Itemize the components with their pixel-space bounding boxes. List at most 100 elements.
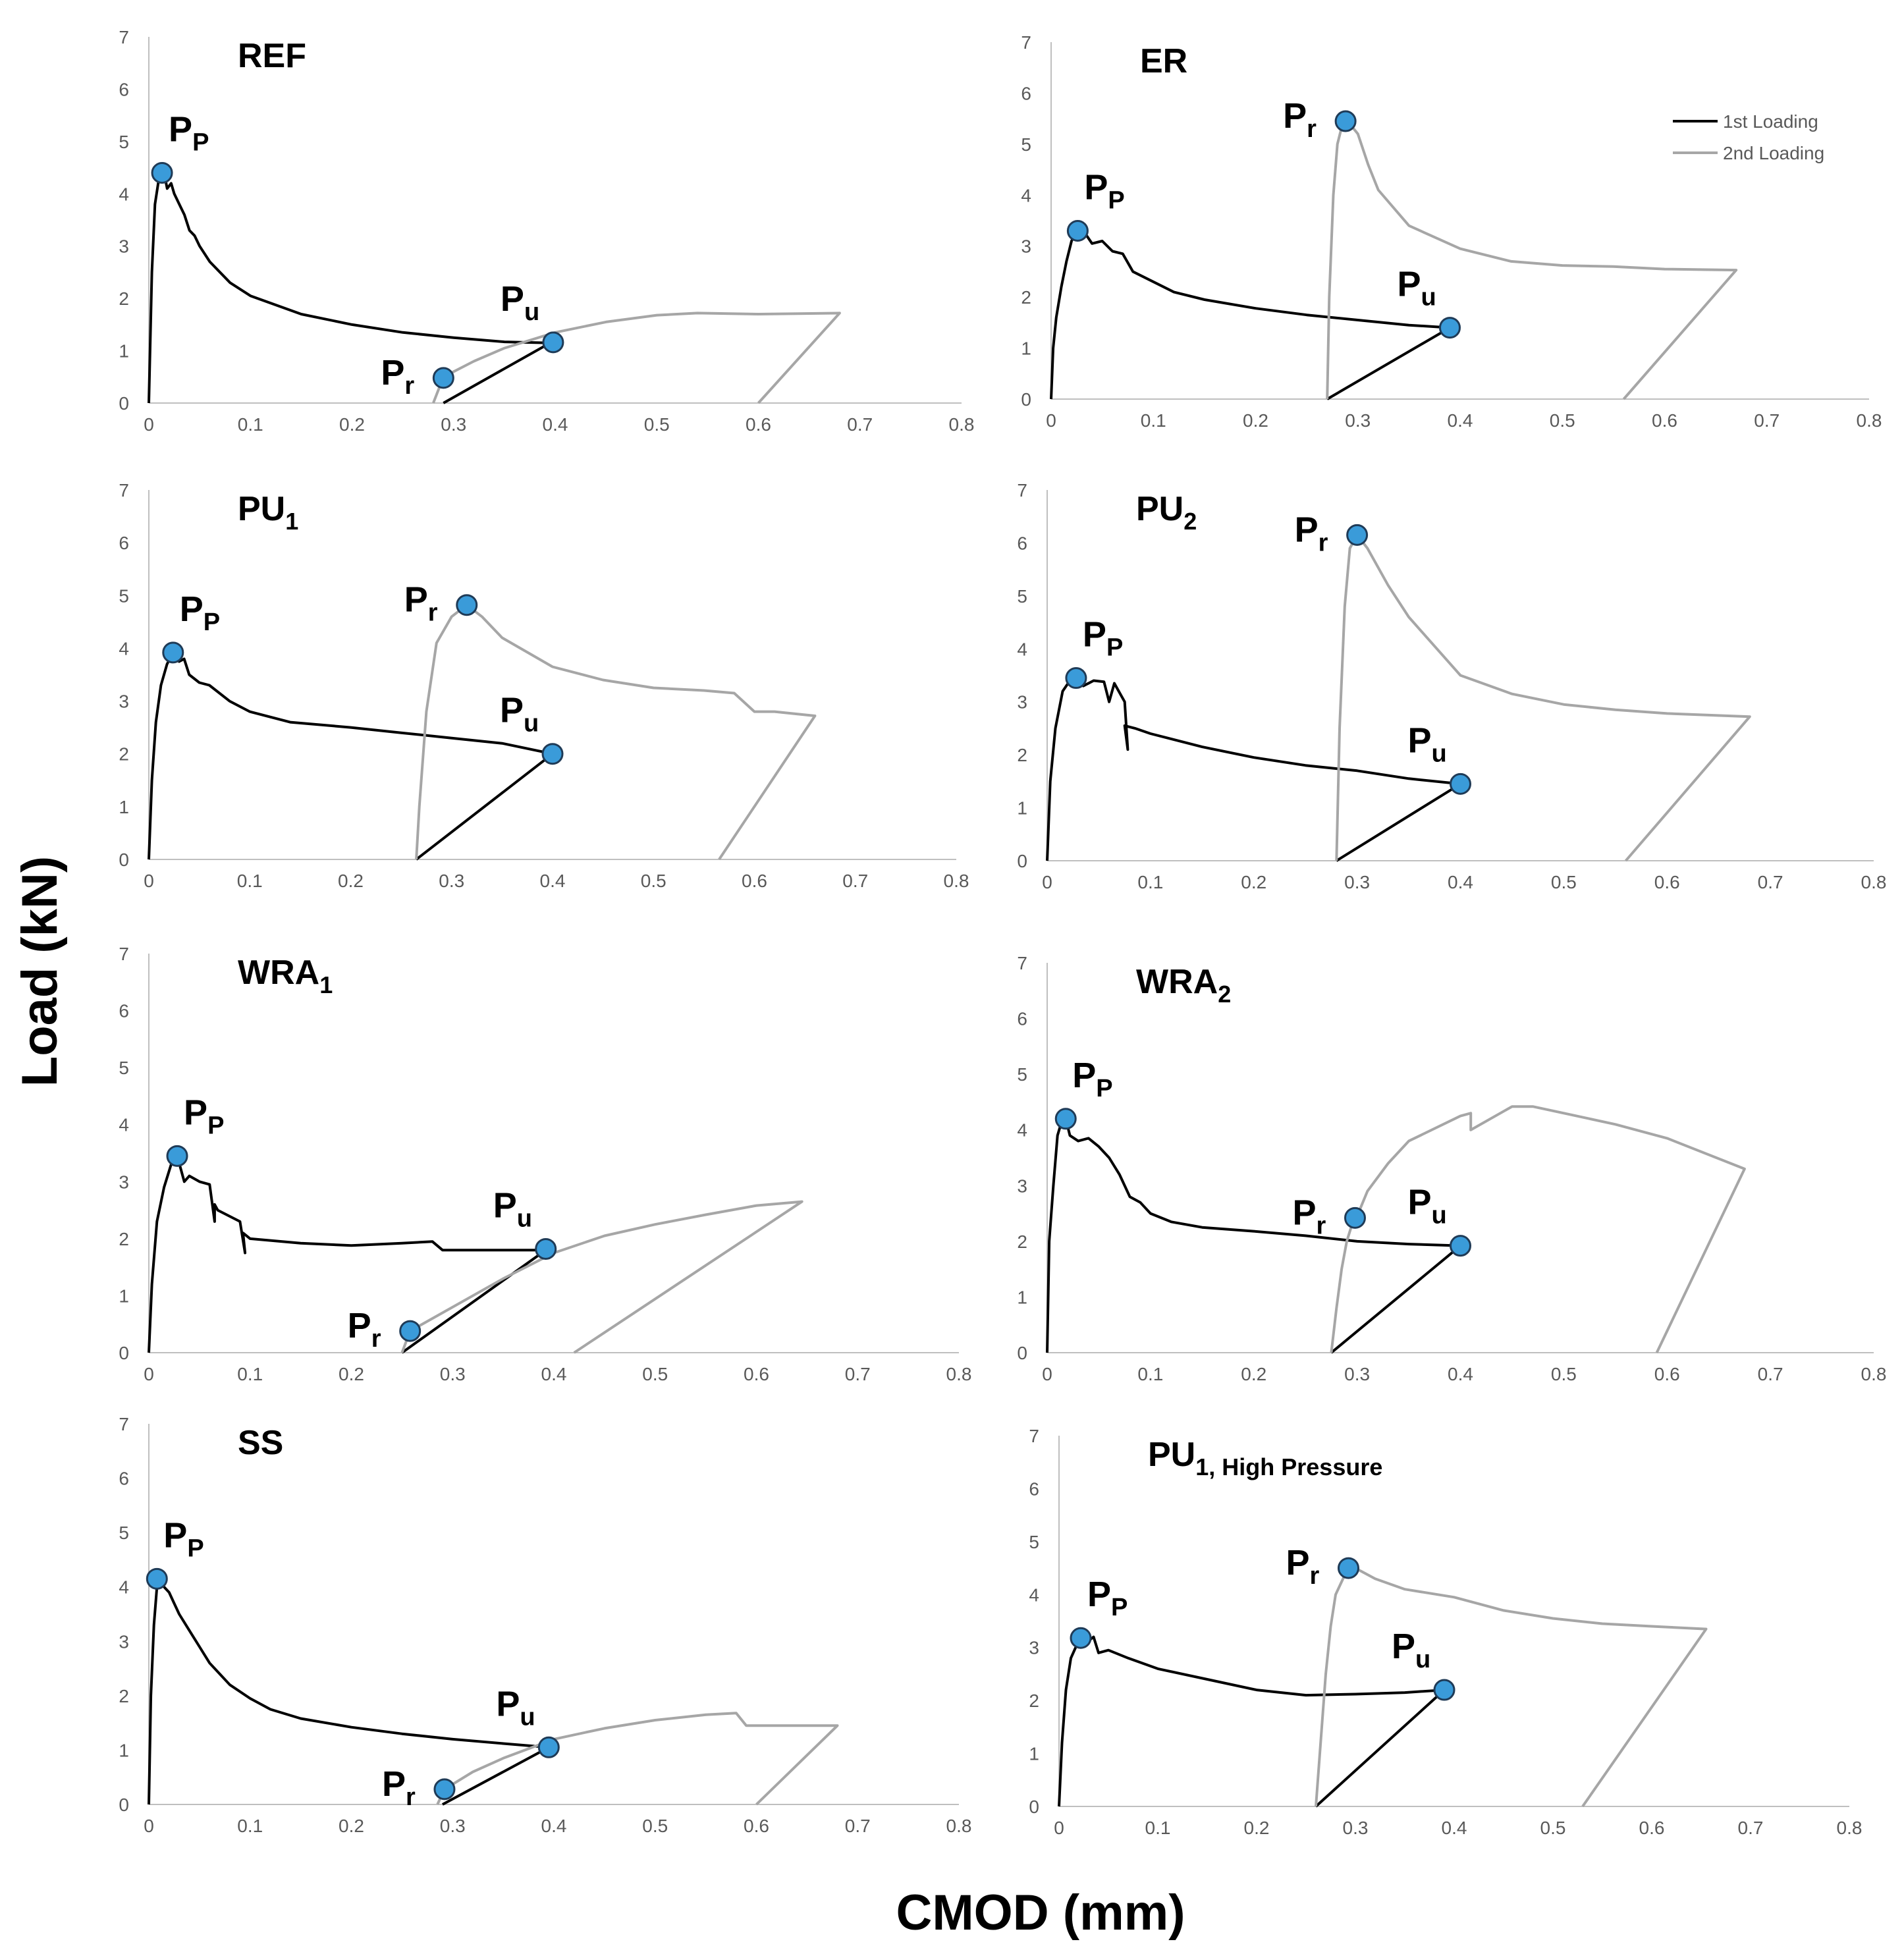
- y-tick-label: 2: [1021, 287, 1031, 308]
- x-tick-label: 0: [1046, 410, 1056, 431]
- y-tick-label: 3: [119, 1172, 129, 1192]
- y-tick-label: 6: [1021, 83, 1031, 103]
- point-label-main: P: [1283, 96, 1307, 136]
- x-tick-label: 0.5: [642, 1364, 668, 1384]
- point-label-main: P: [184, 1093, 207, 1132]
- point-label-subscript: r: [1307, 115, 1317, 143]
- point-label-subscript: u: [1421, 284, 1436, 311]
- point-label-main: P: [381, 353, 404, 393]
- x-tick-label: 0.7: [1738, 1818, 1764, 1838]
- point-peak-label: PP: [169, 110, 209, 157]
- point-reload-label: Pr: [1283, 96, 1317, 143]
- chart-panels: 0 0.1 0.2 0.3 0.4 0.5 0.6 0.7 0.801234567PPPuPrR…: [119, 27, 1886, 1838]
- point-label-subscript: u: [524, 298, 539, 326]
- point-reload-label: Pr: [1292, 1193, 1326, 1239]
- point-reload-label: Pr: [348, 1306, 381, 1353]
- point-peak-label: PP: [180, 589, 220, 636]
- y-tick-label: 3: [119, 691, 129, 712]
- y-tick-label: 2: [1029, 1691, 1039, 1711]
- series-2nd-loading-line: [1326, 120, 1738, 400]
- point-ultimate-label: Pu: [501, 279, 539, 326]
- point-label-main: P: [500, 691, 524, 730]
- x-tick-label: 0.1: [238, 414, 263, 435]
- y-tick-label: 6: [1017, 533, 1027, 553]
- point-ultimate-marker: [1450, 772, 1471, 795]
- y-tick-label: 7: [119, 27, 129, 47]
- series-2nd-loading-line: [436, 1712, 839, 1806]
- x-tick-label: 0.4: [540, 871, 566, 891]
- y-axis-title: Load (kN): [12, 856, 68, 1087]
- point-label-main: P: [1408, 1183, 1432, 1222]
- point-label-subscript: r: [406, 1783, 416, 1811]
- y-tick-label: 6: [119, 1469, 129, 1489]
- point-label-subscript: P: [1096, 1075, 1112, 1102]
- chart-panel-6: 0 0.1 0.2 0.3 0.4 0.5 0.6 0.7 0.801234567PPPuPrW…: [1017, 953, 1886, 1384]
- x-tick-label: 0.5: [644, 414, 670, 435]
- x-tick-label: 0.3: [439, 871, 464, 891]
- chart-panel-3: 0 0.1 0.2 0.3 0.4 0.5 0.6 0.7 0.801234567PPPuPrP…: [119, 480, 969, 891]
- y-tick-label: 2: [119, 288, 129, 309]
- panel-title: PU1: [238, 490, 298, 535]
- point-label-subscript: P: [1108, 186, 1124, 214]
- y-tick-label: 2: [119, 744, 129, 765]
- y-tick-label: 5: [119, 585, 129, 606]
- series-2nd-loading-line: [415, 603, 817, 861]
- panel-title-main: PU: [1148, 1436, 1195, 1474]
- panel-title-subscript: 1: [1195, 1453, 1209, 1480]
- x-tick-label: 0.4: [543, 414, 568, 435]
- panel-title: ER: [1140, 42, 1187, 80]
- point-label-main: P: [180, 589, 204, 629]
- legend-1st-loading-label: 1st Loading: [1723, 111, 1818, 132]
- point-label-main: P: [496, 1684, 520, 1723]
- point-ultimate-marker: [535, 1237, 557, 1260]
- series-1st-loading-line: [148, 171, 552, 404]
- point-ultimate-marker: [1438, 317, 1461, 339]
- point-peak-marker: [1066, 219, 1089, 242]
- point-peak-marker: [146, 1567, 168, 1590]
- series-1st-loading-line: [1046, 676, 1462, 862]
- x-tick-label: 0.8: [1837, 1818, 1863, 1838]
- y-tick-label: 0: [119, 393, 129, 414]
- panel-title-main: REF: [238, 37, 306, 75]
- y-tick-label: 7: [1021, 32, 1031, 53]
- x-tick-label: 0.1: [1137, 872, 1163, 892]
- legend-2nd-loading-label: 2nd Loading: [1723, 143, 1824, 163]
- point-label-main: P: [382, 1764, 406, 1804]
- y-tick-label: 3: [119, 236, 129, 257]
- point-reload-marker: [433, 1778, 456, 1801]
- point-label-main: P: [493, 1185, 517, 1225]
- point-label-subscript: u: [1432, 740, 1447, 767]
- point-label-subscript: u: [524, 710, 539, 738]
- point-peak-marker: [162, 641, 184, 664]
- y-tick-label: 2: [119, 1686, 129, 1706]
- point-reload-label: Pr: [404, 580, 438, 627]
- y-tick-label: 7: [1029, 1426, 1039, 1446]
- y-tick-label: 6: [119, 533, 129, 553]
- x-tick-label: 0.6: [742, 871, 767, 891]
- point-peak-label: PP: [184, 1093, 224, 1139]
- point-label-main: P: [1087, 1575, 1111, 1614]
- x-tick-label: 0.7: [1758, 872, 1783, 892]
- x-tick-label: 0.6: [746, 414, 771, 435]
- x-tick-label: 0: [144, 414, 154, 435]
- y-tick-label: 4: [119, 1577, 129, 1598]
- y-tick-label: 3: [1029, 1638, 1039, 1658]
- x-tick-label: 0.8: [1861, 872, 1887, 892]
- panel-title: WRA2: [1136, 963, 1231, 1008]
- y-tick-label: 7: [119, 1414, 129, 1434]
- point-peak-marker: [1054, 1108, 1077, 1130]
- point-peak-label: PP: [1083, 615, 1123, 662]
- point-label-subscript: u: [517, 1205, 532, 1232]
- x-tick-label: 0.1: [1137, 1364, 1163, 1384]
- x-tick-label: 0.3: [440, 1816, 466, 1836]
- point-label-subscript: P: [187, 1534, 204, 1562]
- y-tick-label: 5: [1029, 1532, 1039, 1552]
- y-tick-label: 1: [119, 1286, 129, 1306]
- x-tick-label: 0.4: [541, 1816, 567, 1836]
- panel-title-main: ER: [1140, 42, 1187, 80]
- y-tick-label: 0: [1017, 851, 1027, 871]
- x-tick-label: 0.1: [1141, 410, 1166, 431]
- y-tick-label: 1: [119, 341, 129, 362]
- series-1st-loading-line: [148, 1577, 551, 1806]
